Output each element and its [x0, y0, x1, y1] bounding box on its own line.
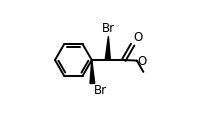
Polygon shape — [91, 69, 93, 72]
Text: Br: Br — [102, 22, 115, 35]
Text: O: O — [134, 31, 143, 44]
Polygon shape — [91, 66, 93, 69]
Polygon shape — [90, 78, 94, 81]
Polygon shape — [91, 63, 92, 66]
Polygon shape — [105, 36, 110, 60]
Text: Br: Br — [93, 84, 107, 97]
Polygon shape — [90, 81, 95, 84]
Polygon shape — [91, 75, 94, 78]
Polygon shape — [91, 72, 93, 75]
Text: O: O — [137, 55, 147, 68]
